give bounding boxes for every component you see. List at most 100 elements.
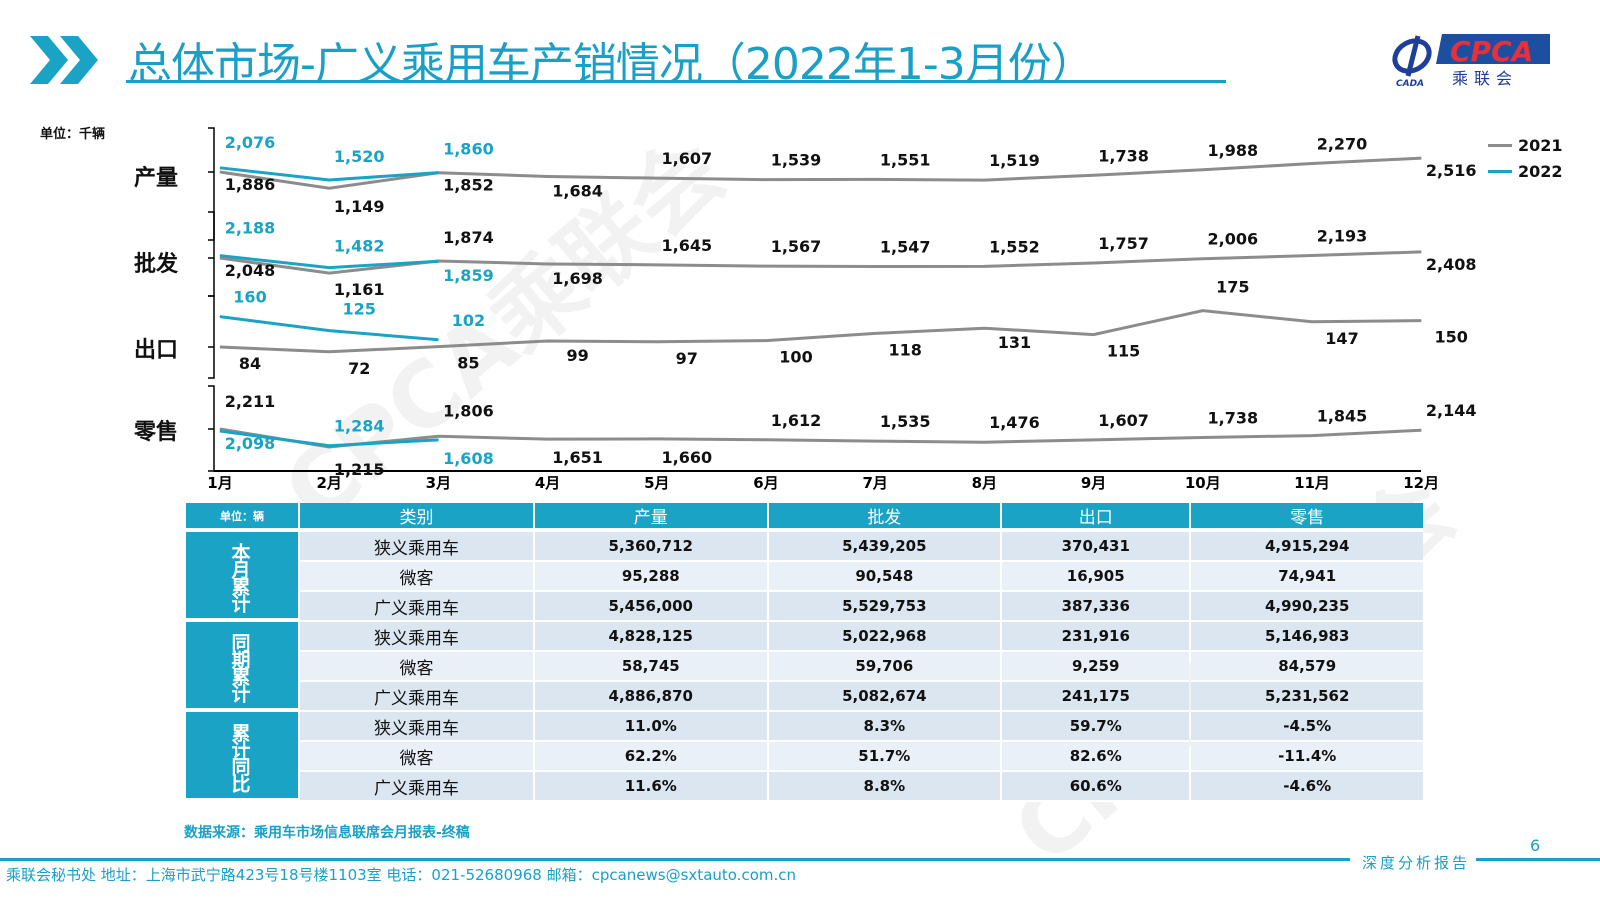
data-point (219, 257, 221, 259)
data-point (765, 439, 767, 441)
data-point (547, 340, 549, 342)
data-point (219, 167, 221, 169)
value-cell: 58,745 (535, 652, 767, 682)
data-label: 1,886 (225, 175, 276, 194)
data-label: 1,645 (661, 236, 712, 255)
logo-sub: 乘联会 (1452, 69, 1518, 88)
x-tick-label: 11月 (1294, 474, 1330, 492)
legend: 2021 2022 (1488, 132, 1563, 184)
data-label: 1,738 (1207, 409, 1258, 428)
value-cell: 51.7% (768, 742, 1001, 772)
data-point (219, 428, 221, 430)
data-label: 2,076 (225, 133, 276, 152)
data-point (1202, 169, 1204, 171)
data-point (656, 264, 658, 266)
data-point (1093, 439, 1095, 441)
series-line-2021 (219, 309, 1422, 354)
column-header: 类别 (300, 503, 533, 532)
data-label: 1,607 (661, 149, 712, 168)
value-cell: 5,529,753 (768, 592, 1001, 622)
x-tick-label: 6月 (753, 474, 778, 492)
data-point (437, 339, 439, 341)
data-point (656, 341, 658, 343)
data-label: 1,684 (552, 181, 603, 200)
data-label: 1,552 (989, 237, 1040, 256)
value-cell: 5,082,674 (768, 682, 1001, 712)
data-point (656, 438, 658, 440)
legend-item-2022: 2022 (1488, 158, 1563, 184)
page-number: 6 (1530, 836, 1541, 855)
x-tick-label: 5月 (644, 474, 669, 492)
data-label: 118 (888, 340, 921, 359)
data-label: 1,476 (989, 413, 1040, 432)
panel-axis (208, 385, 215, 472)
data-point (983, 179, 985, 181)
data-label: 2,098 (225, 434, 276, 453)
data-label: 1,482 (334, 237, 385, 256)
logo-text: CPCA (1450, 35, 1533, 68)
panel-axis (208, 127, 215, 241)
value-cell: 5,456,000 (535, 592, 767, 622)
data-label: 2,211 (225, 392, 276, 411)
x-tick-label: 8月 (972, 474, 997, 492)
data-point (983, 265, 985, 267)
table-row: 广义乘用车 11.6% 8.8% 60.6% -4.6% (186, 772, 1423, 802)
value-cell: 59,706 (768, 652, 1001, 682)
group-label: 同期累计 (186, 622, 298, 712)
series-line-2021 (219, 427, 1422, 449)
data-point (437, 439, 439, 441)
data-point (437, 260, 439, 262)
data-point (547, 263, 549, 265)
series-line-2021 (219, 156, 1422, 190)
table-unit: 单位：辆 (186, 503, 298, 532)
table-row: 微客 95,288 90,548 16,905 74,941 (186, 562, 1423, 592)
x-tick-label: 7月 (862, 474, 887, 492)
category-cell: 狭义乘用车 (300, 622, 533, 652)
category-cell: 微客 (300, 742, 533, 772)
value-cell: 11.0% (535, 712, 767, 742)
data-point (874, 266, 876, 268)
data-label: 1,547 (880, 238, 931, 257)
group-label: 累计同比 (186, 712, 298, 802)
data-label: 115 (1107, 342, 1140, 361)
x-tick-label: 3月 (426, 474, 451, 492)
column-header: 批发 (768, 503, 1001, 532)
data-point (1202, 437, 1204, 439)
data-source: 数据来源：乘用车市场信息联席会月报表-终稿 (184, 825, 470, 841)
data-label: 1,852 (443, 176, 494, 195)
data-label: 175 (1216, 278, 1249, 297)
category-cell: 狭义乘用车 (300, 712, 533, 742)
value-cell: 4,915,294 (1191, 532, 1423, 562)
data-point (1202, 310, 1204, 312)
data-label: 2,193 (1317, 227, 1368, 246)
value-cell: 11.6% (535, 772, 767, 802)
data-point (328, 272, 330, 274)
legend-swatch (1488, 169, 1512, 173)
data-label: 1,874 (443, 228, 494, 247)
footer-divider (1476, 858, 1600, 861)
value-cell: -11.4% (1191, 742, 1423, 772)
data-table: 单位：辆 类别 产量 批发 出口 零售 本月累计 狭义乘用车 5,360,712 5,… (184, 503, 1425, 802)
data-point (437, 172, 439, 174)
value-cell: 5,146,983 (1191, 622, 1423, 652)
value-cell: 4,886,870 (535, 682, 767, 712)
data-label: 1,284 (334, 417, 385, 436)
x-tick-label: 12月 (1403, 474, 1439, 492)
data-point (1093, 334, 1095, 336)
data-label: 147 (1325, 329, 1358, 348)
chevron-icon (30, 36, 98, 84)
data-point (219, 171, 221, 173)
value-cell: 4,990,235 (1191, 592, 1423, 622)
data-label: 131 (998, 333, 1031, 352)
column-header: 零售 (1191, 503, 1423, 532)
data-label: 1,738 (1098, 146, 1149, 165)
value-cell: 9,259 (1002, 652, 1190, 682)
data-point (765, 340, 767, 342)
category-cell: 微客 (300, 562, 533, 592)
data-label: 1,215 (334, 460, 385, 479)
data-point (1420, 320, 1422, 322)
data-point (983, 441, 985, 443)
data-point (1420, 157, 1422, 159)
title-underline (126, 80, 1226, 83)
value-cell: 5,439,205 (768, 532, 1001, 562)
